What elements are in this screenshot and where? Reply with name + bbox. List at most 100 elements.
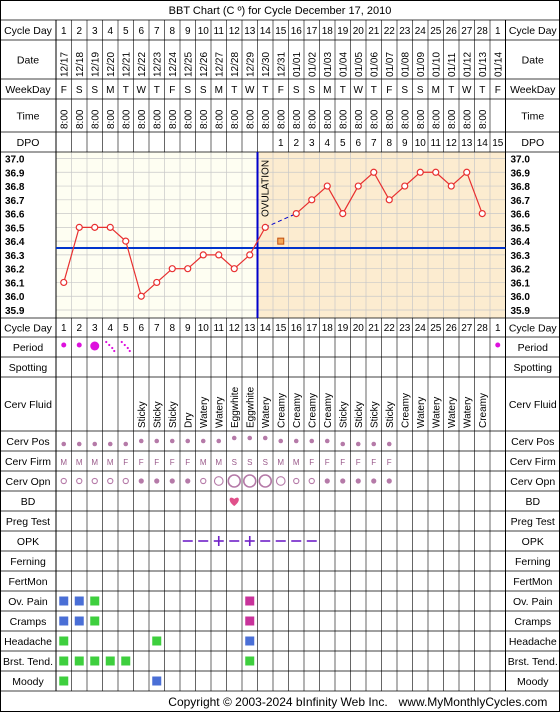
- y-tick-label-left: 36.1: [5, 278, 25, 289]
- cramps-marker: [245, 616, 255, 626]
- weekday-label: S: [308, 85, 315, 96]
- cycle-day-number: 18: [322, 26, 334, 37]
- temperature-point: [385, 196, 393, 204]
- cervix-opening-closed: [324, 478, 330, 484]
- cervix-firmness-letter: S: [247, 458, 252, 467]
- y-tick-label-right: 36.0: [511, 292, 531, 303]
- weekday-label: T: [154, 85, 160, 96]
- date-label: 01/14: [493, 52, 504, 77]
- date-label: 12/25: [183, 52, 194, 77]
- cerv-fluid-label: Watery: [462, 397, 473, 428]
- row-label-weekday: WeekDay: [5, 84, 51, 96]
- time-label: 8:00: [276, 109, 287, 129]
- date-label: 12/22: [137, 52, 148, 77]
- weekday-label: F: [278, 85, 284, 96]
- weekday-label: M: [323, 85, 331, 96]
- period-flow-light: [495, 342, 501, 348]
- weekday-label: W: [354, 85, 364, 96]
- temperature-point: [354, 182, 362, 190]
- cycle-day-number-bottom: 25: [430, 323, 442, 334]
- temperature-point: [416, 168, 424, 176]
- temperature-point: [91, 223, 99, 231]
- temperature-point: [106, 223, 114, 231]
- row-label-bd: BD: [21, 496, 36, 508]
- cervix-position-dot: [92, 441, 98, 447]
- period-spotting-dot: [105, 340, 108, 344]
- cerv-fluid-label: Sticky: [338, 401, 349, 428]
- time-label: 8:00: [152, 109, 163, 129]
- cervix-opening-open: [91, 477, 98, 485]
- cycle-day-number: 17: [306, 26, 318, 37]
- date-label: 01/13: [478, 52, 489, 77]
- cervix-opening-closed: [138, 478, 144, 484]
- row-label-preg_test-right: Preg Test: [511, 516, 555, 528]
- row-label-cramps: Cramps: [10, 616, 47, 628]
- date-label: 01/08: [400, 52, 411, 77]
- time-label: 8:00: [183, 109, 194, 129]
- row-label-brst_tend: Brst. Tend.: [3, 656, 53, 668]
- ov-pain-marker: [74, 596, 84, 606]
- cycle-day-number: 26: [446, 26, 458, 37]
- y-tick-label-left: 36.5: [5, 223, 25, 234]
- cervix-opening-closed: [371, 478, 377, 484]
- cervix-opening-open: [60, 477, 67, 485]
- weekday-label: T: [262, 85, 268, 96]
- time-label: 8:00: [261, 109, 272, 129]
- cervix-firmness-letter: M: [277, 458, 284, 467]
- cycle-day-number: 20: [353, 26, 365, 37]
- brst-tend-marker: [105, 656, 115, 666]
- cervix-firmness-letter: M: [200, 458, 207, 467]
- cycle-day-number: 1: [495, 26, 501, 37]
- cervix-opening-open: [227, 474, 242, 488]
- cervix-position-dot: [76, 441, 82, 447]
- ovulation-label: OVULATION: [261, 160, 272, 217]
- cycle-day-number: 1: [61, 26, 67, 37]
- row-label-cerv_pos: Cerv Pos: [6, 436, 49, 448]
- cervix-opening-open: [107, 477, 114, 485]
- cerv-fluid-label: Dry: [183, 412, 194, 428]
- temperature-point: [370, 168, 378, 176]
- cervix-opening-closed: [169, 478, 175, 484]
- bd-heart-icon: [229, 497, 239, 506]
- row-label-cerv_fluid: Cerv Fluid: [4, 399, 52, 411]
- temperature-point: [401, 182, 409, 190]
- cycle-day-number-bottom: 12: [229, 323, 241, 334]
- y-tick-label-left: 36.3: [5, 251, 25, 262]
- cycle-day-number: 25: [430, 26, 442, 37]
- time-label: 8:00: [59, 109, 70, 129]
- cerv-fluid-label: Watery: [214, 397, 225, 428]
- weekday-label: M: [432, 85, 440, 96]
- cervix-opening-closed: [386, 478, 392, 484]
- y-tick-label-left: 36.9: [5, 168, 25, 179]
- cycle-day-number-bottom: 24: [415, 323, 427, 334]
- row-label-cycle_day-right: Cycle Day: [509, 25, 558, 37]
- temperature-point: [432, 168, 440, 176]
- cycle-day-number-bottom: 21: [368, 323, 380, 334]
- cycle-day-number: 8: [169, 26, 175, 37]
- weekday-label: S: [293, 85, 300, 96]
- date-label: 12/26: [199, 52, 210, 77]
- cycle-day-number: 27: [461, 26, 473, 37]
- cervix-firmness-letter: F: [371, 458, 376, 467]
- weekday-label: T: [340, 85, 346, 96]
- cycle-day-number-bottom: 26: [446, 323, 458, 334]
- brst-tend-marker: [121, 656, 131, 666]
- cervix-position-dot: [154, 438, 160, 444]
- temperature-point: [122, 237, 130, 245]
- row-label-ov_pain-right: Ov. Pain: [513, 596, 553, 608]
- weekday-label: S: [184, 85, 191, 96]
- time-label: 8:00: [168, 109, 179, 129]
- row-label-headache-right: Headache: [509, 636, 557, 648]
- time-label: 8:00: [462, 109, 473, 129]
- cerv-fluid-label: Sticky: [354, 401, 365, 428]
- cervix-opening-open: [275, 476, 286, 486]
- cycle-day-number: 2: [76, 26, 82, 37]
- y-tick-label-left: 35.9: [5, 306, 25, 317]
- row-label-cramps-right: Cramps: [514, 616, 551, 628]
- row-label-opk-right: OPK: [522, 536, 544, 548]
- cervix-opening-open: [308, 477, 315, 485]
- temperature-point: [292, 209, 300, 218]
- period-spotting-dot: [128, 349, 131, 353]
- time-label: 8:00: [245, 109, 256, 129]
